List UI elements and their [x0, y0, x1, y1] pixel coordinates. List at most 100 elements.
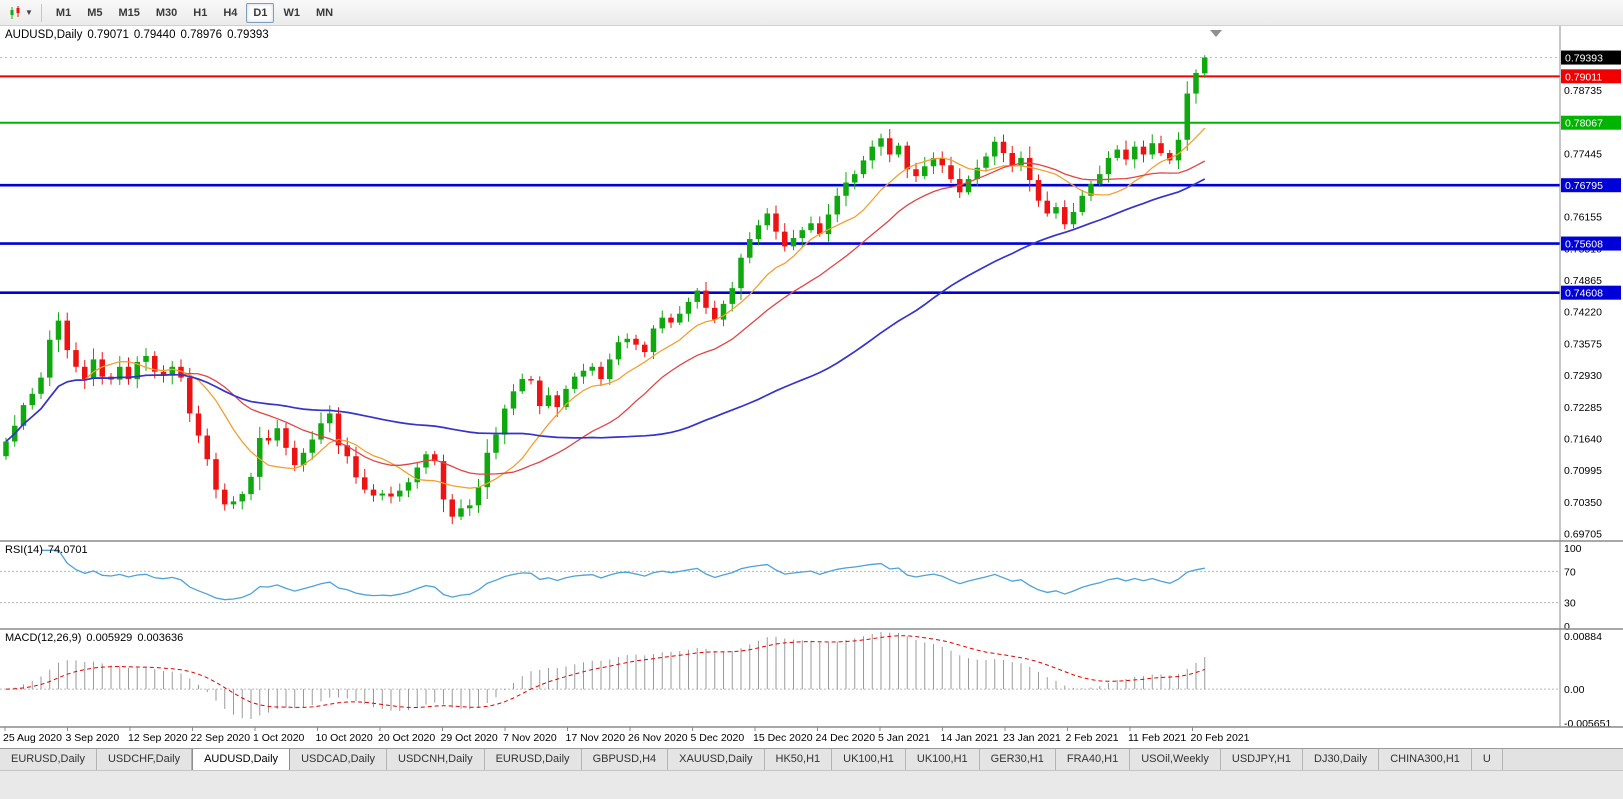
chevron-down-icon: ▼ [25, 8, 33, 17]
price-axis-tick: 0.70350 [1564, 497, 1602, 509]
price-axis-tick: 0.73575 [1564, 338, 1602, 350]
hline-price-label[interactable] [1561, 178, 1621, 193]
moving-averages-layer [5, 127, 1206, 489]
date-axis-label: 17 Nov 2020 [566, 732, 626, 744]
price-axis-tick: 0.74220 [1564, 307, 1602, 319]
chart-tab-GER30-H1[interactable]: GER30,H1 [979, 749, 1056, 770]
chart-tabs: EURUSD,Daily USDCHF,Daily AUDUSD,Daily USDC… [0, 748, 1623, 770]
macd-value-signal: 0.003636 [137, 632, 184, 644]
chart-tab-USDCHF-Daily[interactable]: USDCHF,Daily [96, 749, 193, 770]
ma-line-10 [5, 127, 1206, 489]
date-axis-label: 12 Sep 2020 [128, 732, 188, 744]
price-axis-tick: 0.74865 [1564, 275, 1602, 287]
hline-price-label[interactable] [1561, 236, 1621, 251]
price-axis-tick: 0.77445 [1564, 148, 1602, 160]
chart-tab-U[interactable]: U [1471, 749, 1503, 770]
price-axis-tick: 0.72930 [1564, 370, 1602, 382]
chart-area: 0.793800.787350.780900.774450.768000.761… [0, 26, 1623, 748]
rsi-axis-label: 70 [1564, 566, 1576, 578]
timeframe-button-M15[interactable]: M15 [118, 6, 140, 19]
chart-tab-GBPUSD-H4[interactable]: GBPUSD,H4 [581, 749, 669, 770]
date-axis-label: 29 Oct 2020 [441, 732, 498, 744]
chart-tab-HK50-H1[interactable]: HK50,H1 [764, 749, 833, 770]
chart-tab-XAUUSD-Daily[interactable]: XAUUSD,Daily [668, 749, 765, 770]
rsi-header: RSI(14) 74.0701 [5, 544, 93, 556]
macd-value-main: 0.005929 [86, 632, 133, 644]
rsi-axis-label: 30 [1564, 598, 1576, 610]
timeframe-button-MN[interactable]: MN [315, 6, 334, 19]
macd-title: MACD(12,26,9) [5, 632, 82, 644]
chart-tab-CHINA300-H1[interactable]: CHINA300,H1 [1379, 749, 1472, 770]
date-axis-label: 20 Feb 2021 [1191, 732, 1250, 744]
date-axis-label: 15 Dec 2020 [753, 732, 813, 744]
date-axis-label: 24 Dec 2020 [816, 732, 876, 744]
timeframe-button-W1[interactable]: W1 [283, 6, 300, 19]
hline-price-label[interactable] [1561, 285, 1621, 300]
date-axis-label: 20 Oct 2020 [378, 732, 435, 744]
svg-text:0.78067: 0.78067 [1565, 118, 1603, 130]
horizontal-lines-layer[interactable] [0, 57, 1560, 294]
macd-axis-label: 0.00884 [1564, 631, 1602, 643]
hline-price-label[interactable] [1561, 115, 1621, 130]
macd-panel: 0.00884 0.00 -0.005651 [0, 631, 1611, 730]
date-axis-label: 26 Nov 2020 [628, 732, 688, 744]
chart-tab-FRA40-H1[interactable]: FRA40,H1 [1055, 749, 1131, 770]
chart-tab-USOil-Weekly[interactable]: USOil,Weekly [1130, 749, 1221, 770]
date-axis-label: 10 Oct 2020 [316, 732, 373, 744]
rsi-title: RSI(14) [5, 544, 43, 556]
macd-header: MACD(12,26,9) 0.005929 0.003636 [5, 632, 188, 644]
candlestick-chart-icon [10, 5, 20, 19]
chart-tab-UK100-H1[interactable]: UK100,H1 [905, 749, 980, 770]
price-chart[interactable]: 0.793800.787350.780900.774450.768000.761… [0, 26, 1623, 748]
hline-price-label[interactable] [1561, 50, 1621, 65]
ma-line-55 [5, 178, 1206, 443]
date-axis: 25 Aug 2020 3 Sep 2020 12 Sep 2020 22 Sep 2… [3, 727, 1250, 744]
svg-text:0.74608: 0.74608 [1565, 288, 1603, 300]
macd-signal-line [5, 635, 1205, 709]
rsi-axis-label: 0 [1564, 621, 1570, 633]
chart-tab-EURUSD-Daily[interactable]: EURUSD,Daily [0, 749, 97, 770]
chart-tab-USDJPY-H1[interactable]: USDJPY,H1 [1220, 749, 1303, 770]
macd-axis-label: -0.005651 [1564, 718, 1611, 730]
ma-line-21 [5, 160, 1206, 475]
date-axis-label: 3 Sep 2020 [66, 732, 120, 744]
chart-tab-DJ30-Daily[interactable]: DJ30,Daily [1303, 749, 1380, 770]
date-axis-label: 7 Nov 2020 [503, 732, 557, 744]
chart-tab-EURUSD-Daily[interactable]: EURUSD,Daily [484, 749, 582, 770]
svg-text:0.79393: 0.79393 [1565, 53, 1603, 65]
timeframe-buttons: M1 M5 M15 M30 H1 H4 D1 W1 MN [48, 2, 341, 23]
chart-shift-marker-icon[interactable] [1210, 30, 1222, 37]
timeframe-button-M1[interactable]: M1 [55, 6, 72, 19]
price-axis-tick: 0.76155 [1564, 212, 1602, 224]
timeframe-toolbar: ▼ M1 M5 M15 M30 H1 H4 D1 W1 MN [0, 0, 1623, 26]
timeframe-button-M5[interactable]: M5 [87, 6, 103, 19]
ohlc-close: 0.79393 [227, 29, 269, 41]
date-axis-label: 5 Jan 2021 [878, 732, 930, 744]
timeframe-button-M30[interactable]: M30 [155, 6, 178, 19]
rsi-axis-label: 100 [1564, 543, 1582, 555]
chart-tab-USDCNH-Daily[interactable]: USDCNH,Daily [387, 749, 485, 770]
chart-tab-UK100-H1[interactable]: UK100,H1 [832, 749, 906, 770]
chart-type-icon[interactable]: ▼ [4, 3, 37, 23]
chart-tab-AUDUSD-Daily[interactable]: AUDUSD,Daily [192, 749, 291, 770]
rsi-panel: 100 70 30 0 [0, 543, 1582, 633]
timeframe-button-H1[interactable]: H1 [193, 6, 208, 19]
ohlc-high: 0.79440 [133, 29, 176, 41]
date-axis-label: 23 Jan 2021 [1003, 732, 1061, 744]
chart-tab-USDCAD-Daily[interactable]: USDCAD,Daily [290, 749, 388, 770]
price-axis-tick: 0.72285 [1564, 402, 1602, 414]
ohlc-open: 0.79071 [87, 29, 129, 41]
date-axis-label: 2 Feb 2021 [1066, 732, 1119, 744]
hline-price-label[interactable] [1561, 69, 1621, 84]
timeframe-button-H4[interactable]: H4 [223, 6, 238, 19]
date-axis-label: 5 Dec 2020 [691, 732, 745, 744]
timeframe-button-D1[interactable]: D1 [246, 2, 275, 23]
price-axis-tick: 0.78735 [1564, 85, 1602, 97]
date-axis-label: 25 Aug 2020 [3, 732, 62, 744]
ohlc-low: 0.78976 [180, 29, 223, 41]
svg-text:0.79011: 0.79011 [1565, 71, 1602, 83]
candles-layer [3, 55, 1208, 525]
price-axis-tick: 0.71640 [1564, 434, 1602, 446]
svg-text:0.75608: 0.75608 [1565, 239, 1603, 251]
svg-text:0.76795: 0.76795 [1565, 180, 1603, 192]
